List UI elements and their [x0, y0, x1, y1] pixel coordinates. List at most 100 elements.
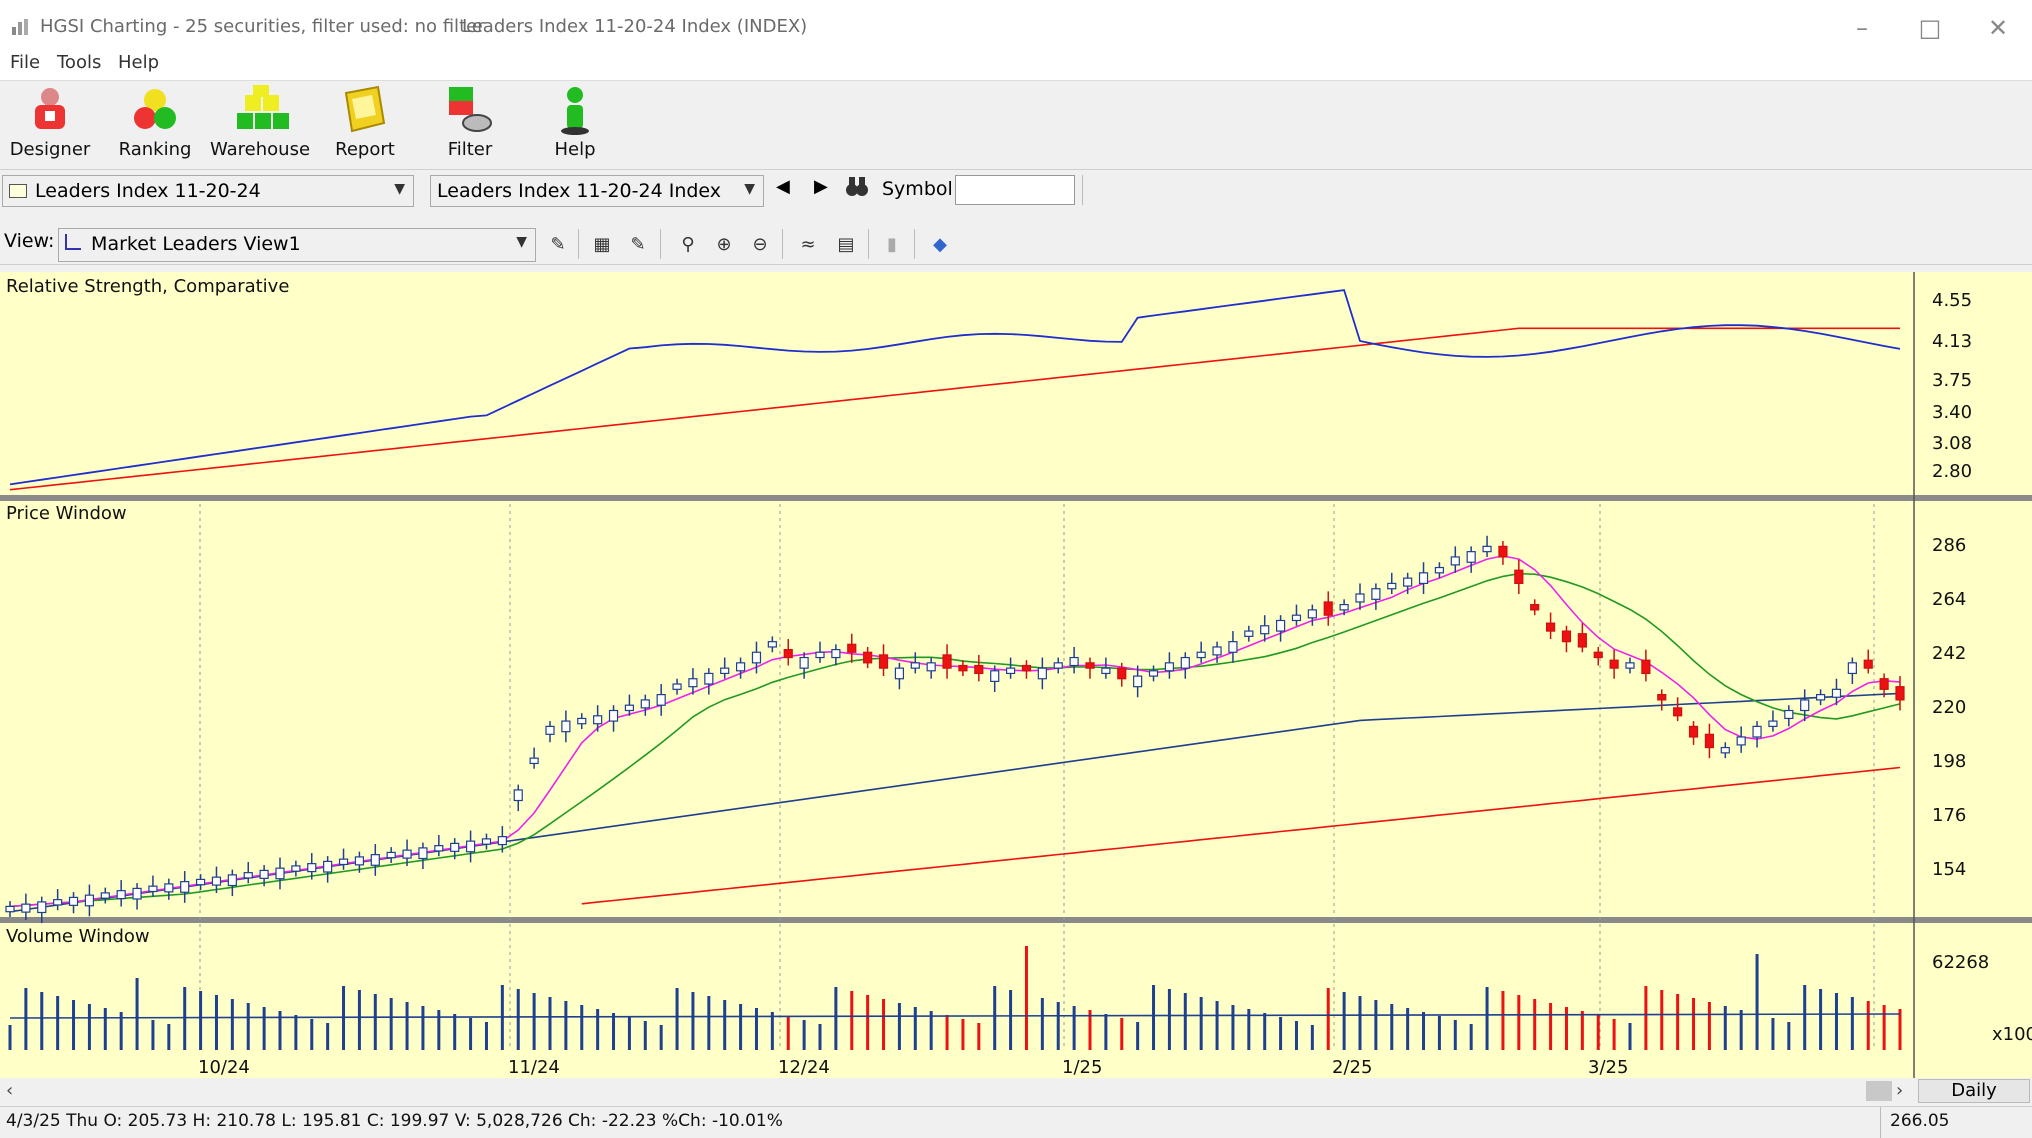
candle-body: [815, 651, 825, 659]
candle-body: [577, 717, 587, 725]
menu-tools[interactable]: Tools: [57, 52, 102, 73]
divider: [1082, 175, 1083, 205]
search-icon[interactable]: ⚲: [681, 233, 695, 255]
ranking-button[interactable]: Ranking: [105, 85, 205, 165]
candle-body: [863, 651, 873, 664]
designer-label: Designer: [9, 139, 91, 160]
candle-body: [1021, 664, 1032, 672]
candle-body: [735, 662, 746, 672]
zoom-in-icon[interactable]: ⊕: [716, 233, 732, 255]
price-tick-label: 198: [1932, 751, 1967, 772]
candle-body: [1434, 566, 1445, 574]
properties-icon[interactable]: ▦: [593, 233, 611, 255]
help-icon: [550, 85, 600, 135]
rs-tick-label: 2.80: [1932, 461, 1973, 482]
price-tick-label: 242: [1932, 643, 1967, 664]
next-security-icon[interactable]: ▶: [814, 176, 828, 197]
status-text: 4/3/25 Thu O: 205.73 H: 210.78 L: 195.81…: [6, 1111, 783, 1131]
security-select-value: Leaders Index 11-20-24 Index: [437, 180, 722, 202]
chart-view-icon: [65, 234, 81, 250]
app-icon: [10, 17, 30, 37]
candle-body: [227, 874, 237, 887]
report-icon: [340, 85, 390, 135]
candle-body: [1085, 662, 1095, 669]
candle-body: [958, 664, 968, 672]
horizontal-scrollbar[interactable]: ‹ › Daily: [0, 1078, 2032, 1104]
menu-help[interactable]: Help: [118, 52, 160, 73]
scroll-right-icon[interactable]: ›: [1896, 1080, 1904, 1101]
symbol-input[interactable]: [955, 175, 1075, 205]
candle-body: [1577, 633, 1587, 648]
candle-body: [386, 851, 396, 859]
binoculars-icon[interactable]: [845, 174, 869, 198]
chevron-down-icon: ▼: [744, 181, 755, 197]
maximize-icon[interactable]: □: [1918, 14, 1942, 42]
scroll-thumb[interactable]: [1866, 1081, 1892, 1101]
candle-body: [354, 856, 365, 866]
candle-body: [338, 858, 349, 866]
folder-icon: [9, 184, 27, 198]
help-button[interactable]: Help: [525, 85, 625, 165]
candle-body: [656, 694, 666, 706]
chart-area[interactable]: Relative Strength, Comparative Price Win…: [0, 272, 2032, 1080]
candle-body: [1545, 622, 1556, 632]
close-icon[interactable]: ✕: [1987, 14, 2009, 42]
candle-body: [831, 649, 841, 659]
zoom-out-icon[interactable]: ⊖: [752, 233, 768, 255]
candle-body: [1895, 686, 1905, 701]
panel-divider[interactable]: [0, 495, 2032, 501]
security-select[interactable]: Leaders Index 11-20-24 Index ▼: [430, 175, 764, 207]
menu-file[interactable]: File: [10, 52, 41, 73]
candle-body: [1196, 651, 1206, 659]
table-icon[interactable]: ▤: [837, 233, 855, 255]
price-panel-title: Price Window: [6, 503, 127, 524]
date-label: 2/25: [1332, 1057, 1373, 1078]
designer-button[interactable]: Designer: [0, 85, 100, 165]
export-icon[interactable]: ◆: [933, 233, 947, 255]
candle-body: [1323, 601, 1333, 616]
edit-icon[interactable]: ✎: [630, 233, 646, 255]
minimize-icon[interactable]: –: [1856, 14, 1868, 42]
candle-body: [243, 872, 253, 879]
period-button[interactable]: Daily: [1918, 1079, 2030, 1103]
scroll-left-icon[interactable]: ‹: [6, 1080, 14, 1101]
candle-body: [1371, 588, 1381, 600]
candle-body: [418, 847, 428, 860]
candle-body: [608, 709, 619, 722]
filter-button[interactable]: Filter: [420, 85, 520, 165]
view-select[interactable]: Market Leaders View1 ▼: [58, 228, 536, 262]
indicator-icon[interactable]: ≈: [800, 233, 816, 255]
ranking-label: Ranking: [118, 139, 192, 160]
candle-body: [1863, 659, 1873, 669]
report-button[interactable]: Report: [315, 85, 415, 165]
candle-body: [1387, 582, 1397, 590]
candle-body: [1053, 662, 1063, 669]
panel-divider[interactable]: [0, 917, 2032, 923]
candle-body: [1164, 662, 1175, 672]
ma-200-line: [581, 766, 1901, 905]
candle-body: [211, 876, 222, 886]
candle-body: [640, 699, 650, 709]
toolbar: Designer Ranking Warehouse Report Filter…: [0, 81, 2032, 170]
warehouse-icon: [235, 85, 289, 135]
bar-chart-icon[interactable]: ▮: [887, 233, 897, 255]
candle-body: [1180, 656, 1190, 669]
prev-security-icon[interactable]: ◀: [776, 176, 790, 197]
view-settings-icon[interactable]: ✎: [550, 233, 566, 255]
list-select[interactable]: Leaders Index 11-20-24 ▼: [2, 175, 414, 207]
candle-body: [1514, 569, 1524, 585]
candle-body: [1212, 646, 1222, 656]
candle-body: [84, 894, 95, 907]
candle-body: [1736, 736, 1746, 746]
price-tick-label: 264: [1932, 589, 1967, 610]
candle-body: [132, 887, 142, 900]
warehouse-button[interactable]: Warehouse: [210, 85, 310, 165]
candle-body: [195, 878, 206, 886]
help-label: Help: [554, 139, 596, 160]
candle-body: [275, 867, 285, 880]
candle-body: [1673, 707, 1683, 717]
candle-body: [1466, 551, 1476, 563]
candle-body: [180, 881, 190, 893]
candle-body: [1593, 651, 1603, 659]
candle-body: [1704, 733, 1715, 749]
